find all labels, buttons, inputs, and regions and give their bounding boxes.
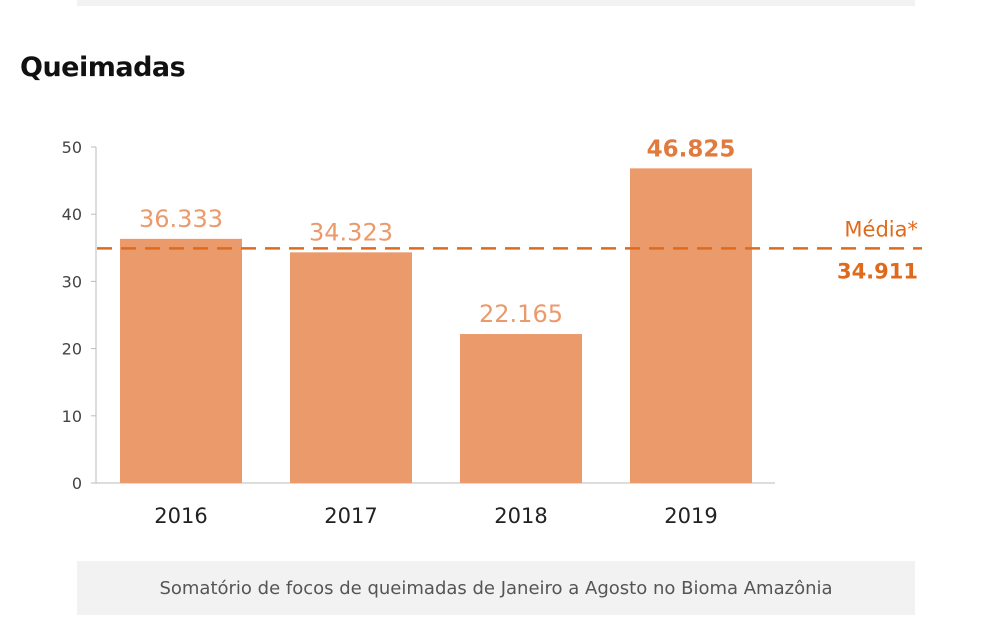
x-tick-label: 2016 — [154, 504, 207, 528]
average-value-label: 34.911 — [837, 259, 918, 283]
bar-value-label: 34.323 — [309, 218, 393, 246]
y-tick-label: 40 — [62, 205, 82, 224]
bar-value-label: 46.825 — [647, 136, 736, 162]
bars: 36.333 34.323 22.165 46.825 — [120, 136, 752, 483]
x-axis: 2016 2017 2018 2019 — [96, 482, 775, 528]
chart-caption: Somatório de focos de queimadas de Janei… — [159, 577, 833, 599]
bar-2019 — [630, 168, 752, 483]
bar-2016 — [120, 238, 242, 483]
bar-value-label: 22.165 — [479, 300, 563, 328]
bar-2017 — [290, 252, 412, 483]
bar-2018 — [460, 334, 582, 483]
x-tick-label: 2017 — [324, 504, 377, 528]
top-divider-strip — [77, 0, 915, 6]
y-tick-label: 50 — [62, 138, 82, 157]
bar-chart: 0 10 20 30 40 50 2016 2017 2018 2019 36.333 34.32… — [62, 136, 922, 528]
y-tick-label: 30 — [62, 272, 82, 291]
x-tick-label: 2018 — [494, 504, 547, 528]
chart-title: Queimadas — [20, 52, 186, 83]
bar-value-label: 36.333 — [139, 205, 223, 233]
y-tick-label: 10 — [62, 407, 82, 426]
x-tick-label: 2019 — [664, 504, 717, 528]
caption-box: Somatório de focos de queimadas de Janei… — [77, 561, 915, 615]
y-axis: 0 10 20 30 40 50 — [62, 138, 97, 493]
y-tick-label: 20 — [62, 340, 82, 359]
average-label: Média* — [844, 217, 918, 241]
y-tick-label: 0 — [72, 474, 82, 493]
average-line-group: Média* 34.911 — [97, 217, 922, 283]
